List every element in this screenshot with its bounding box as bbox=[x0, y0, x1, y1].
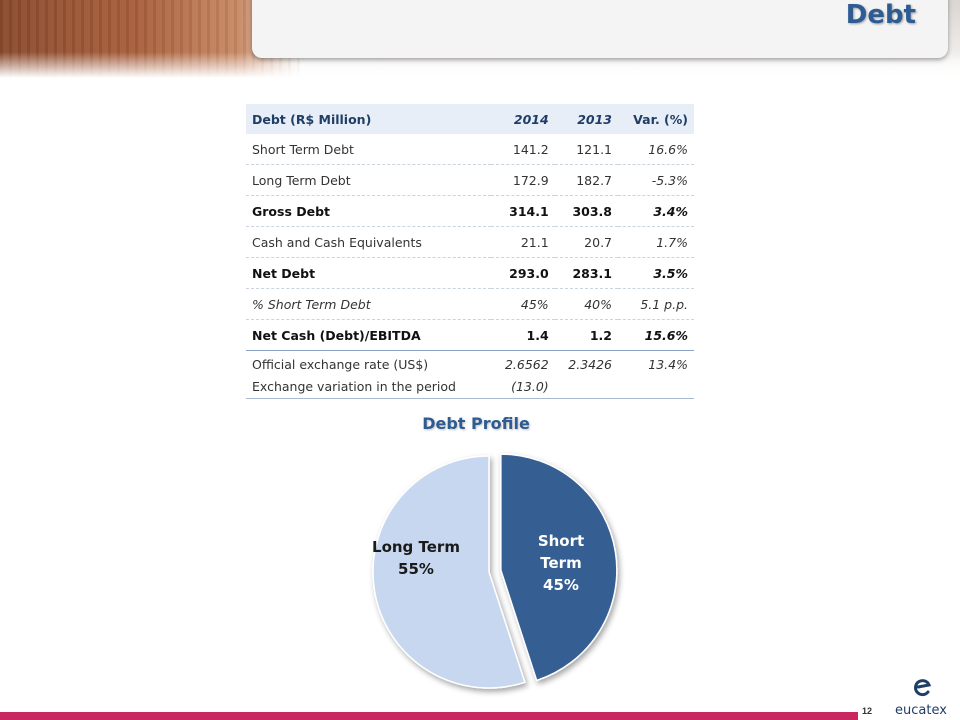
table-row: % Short Term Debt 45% 40% 5.1 p.p. bbox=[246, 289, 694, 320]
logo-wordmark: eucatex bbox=[895, 703, 947, 718]
chart-title: Debt Profile bbox=[422, 414, 530, 433]
table-body: Short Term Debt 141.2 121.1 16.6% Long Term … bbox=[246, 134, 694, 399]
footer-bar bbox=[0, 712, 858, 720]
table-row: Short Term Debt 141.2 121.1 16.6% bbox=[246, 134, 694, 165]
table-row: Long Term Debt 172.9 182.7 -5.3% bbox=[246, 165, 694, 196]
exchange-rate-2013: 2.3426 bbox=[568, 357, 613, 372]
page-number: 12 bbox=[862, 706, 873, 716]
slice-name-long-term: Long Term bbox=[372, 538, 460, 556]
pie-slice-long-term bbox=[372, 455, 526, 689]
value-2013: 283.1 bbox=[572, 265, 613, 281]
pie-slice-short-term bbox=[500, 453, 618, 682]
slice-label-short-term: Short Term 45% bbox=[516, 530, 606, 596]
slice-name-short-term: Short Term bbox=[537, 532, 585, 572]
exchange-variation-2014: (13.0) bbox=[511, 379, 549, 394]
exchange-2014-cell: 2.6562 (13.0) bbox=[491, 350, 555, 399]
exchange-2013-cell: 2.3426 bbox=[554, 350, 619, 399]
column-header-label: Debt (R$ Million) bbox=[252, 111, 372, 127]
exchange-rate-2014: 2.6562 bbox=[504, 357, 549, 372]
variation: -5.3% bbox=[651, 172, 688, 188]
value-2014: 141.2 bbox=[512, 141, 549, 157]
variation: 3.4% bbox=[653, 203, 688, 219]
row-label: Net Cash (Debt)/EBITDA bbox=[252, 327, 421, 343]
row-label: % Short Term Debt bbox=[252, 296, 371, 312]
value-2014: 45% bbox=[520, 296, 549, 312]
debt-profile-pie-chart bbox=[372, 453, 618, 689]
page-title: Debt bbox=[845, 0, 916, 30]
row-label: Long Term Debt bbox=[252, 172, 351, 188]
value-2013: 40% bbox=[584, 296, 613, 312]
eucatex-e-icon bbox=[914, 679, 932, 697]
value-2014: 314.1 bbox=[509, 203, 549, 219]
debt-table: Debt (R$ Million) 2014 2013 Var. (%) Sho… bbox=[246, 104, 694, 399]
variation: 3.5% bbox=[653, 265, 688, 281]
slice-label-long-term: Long Term 55% bbox=[371, 536, 461, 580]
table-row: Net Cash (Debt)/EBITDA 1.4 1.2 15.6% bbox=[246, 320, 694, 351]
eucatex-logo: eucatex bbox=[890, 676, 952, 718]
exchange-rate-label: Official exchange rate (US$) bbox=[252, 357, 429, 372]
title-panel: Debt bbox=[252, 0, 948, 58]
value-2013: 20.7 bbox=[584, 234, 613, 250]
row-label: Cash and Cash Equivalents bbox=[252, 234, 422, 250]
row-label: Gross Debt bbox=[252, 203, 331, 219]
value-2013: 182.7 bbox=[576, 172, 613, 188]
table-row: Cash and Cash Equivalents 21.1 20.7 1.7% bbox=[246, 227, 694, 258]
column-header-variation: Var. (%) bbox=[633, 111, 688, 127]
variation: 1.7% bbox=[656, 234, 688, 250]
table-header-row: Debt (R$ Million) 2014 2013 Var. (%) bbox=[246, 104, 694, 134]
exchange-rate-row: Official exchange rate (US$) Exchange va… bbox=[246, 350, 694, 399]
value-2013: 121.1 bbox=[576, 141, 613, 157]
variation: 16.6% bbox=[648, 141, 688, 157]
slice-value-short-term: 45% bbox=[543, 576, 579, 594]
value-2013: 1.2 bbox=[589, 327, 613, 343]
value-2014: 1.4 bbox=[526, 327, 549, 343]
table-row: Net Debt 293.0 283.1 3.5% bbox=[246, 258, 694, 289]
value-2013: 303.8 bbox=[572, 203, 613, 219]
value-2014: 172.9 bbox=[512, 172, 549, 188]
row-label: Short Term Debt bbox=[252, 141, 354, 157]
column-header-2013: 2013 bbox=[577, 111, 613, 127]
variation: 15.6% bbox=[644, 327, 688, 343]
exchange-var-cell: 13.4% bbox=[618, 350, 694, 399]
column-header-2014: 2014 bbox=[513, 111, 549, 127]
row-label: Net Debt bbox=[252, 265, 316, 281]
slice-value-long-term: 55% bbox=[398, 560, 434, 578]
value-2014: 21.1 bbox=[520, 234, 549, 250]
exchange-rate-var: 13.4% bbox=[648, 357, 688, 372]
exchange-variation-label: Exchange variation in the period bbox=[252, 379, 456, 394]
table-row: Gross Debt 314.1 303.8 3.4% bbox=[246, 196, 694, 227]
exchange-labels: Official exchange rate (US$) Exchange va… bbox=[246, 350, 492, 399]
variation: 5.1 p.p. bbox=[640, 296, 688, 312]
value-2014: 293.0 bbox=[509, 265, 549, 281]
